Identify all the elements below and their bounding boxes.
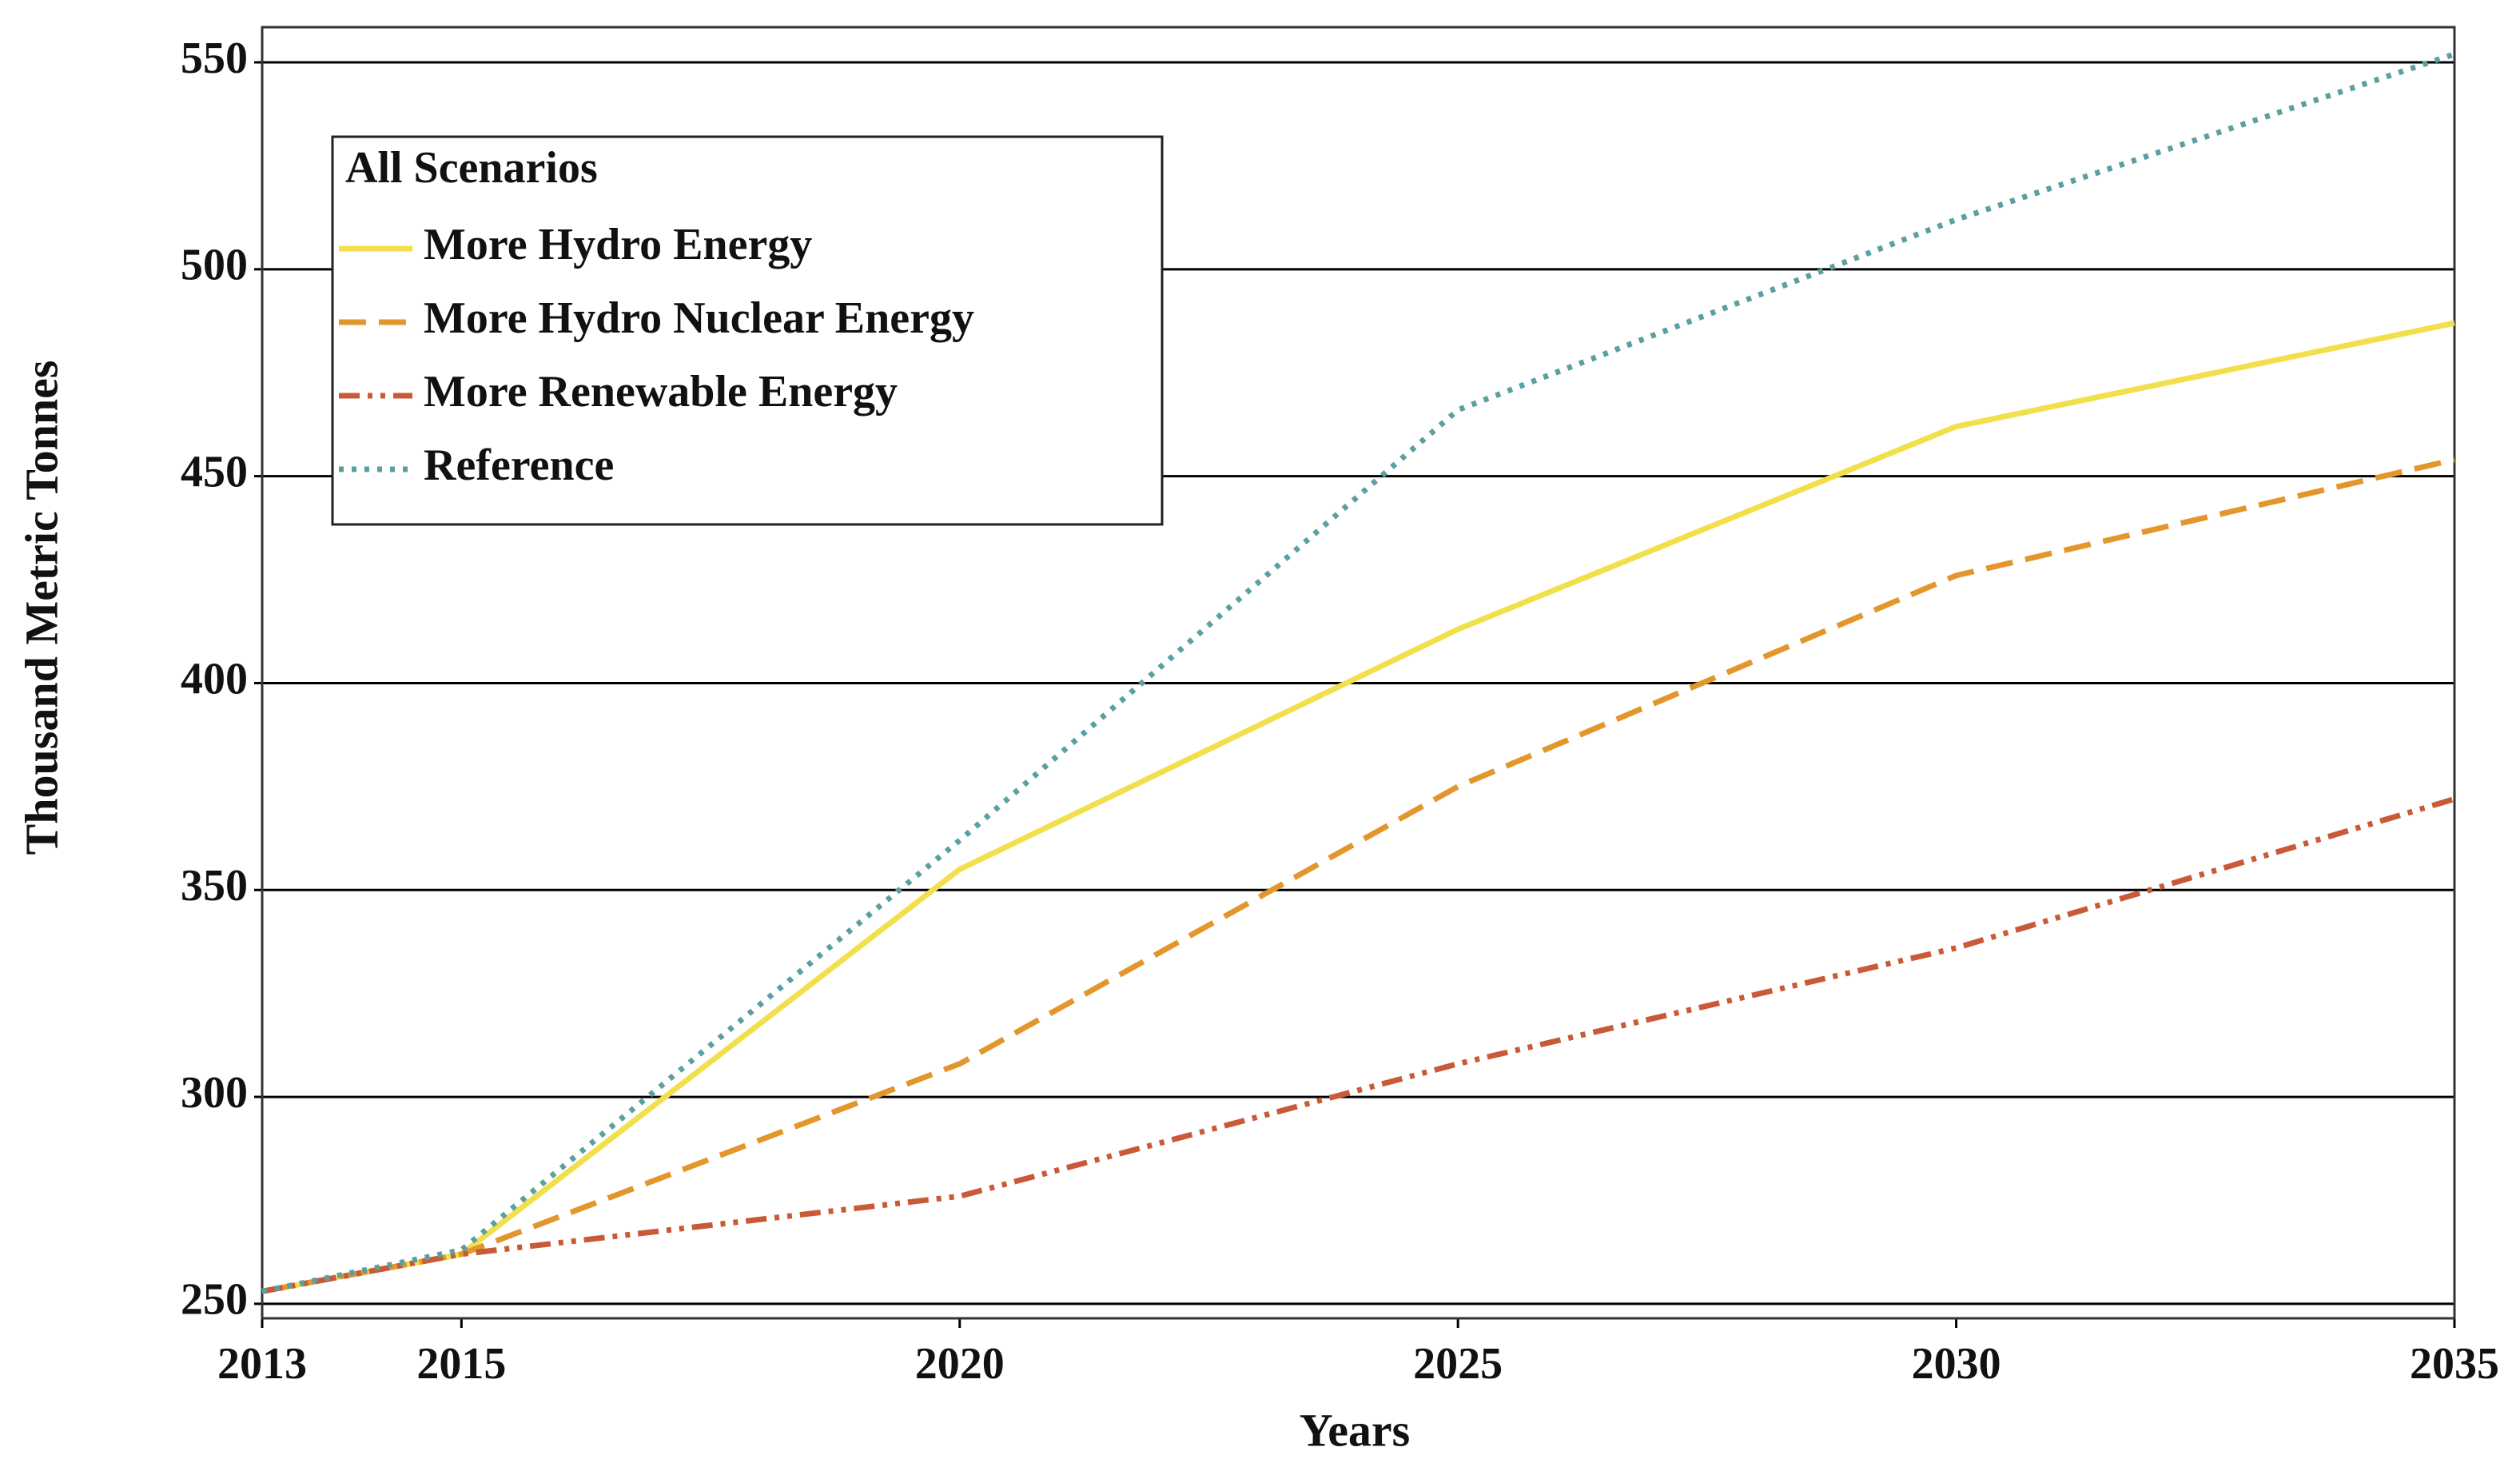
series-line	[261, 456, 2455, 1294]
y-tick-label: 400	[181, 654, 248, 704]
x-axis-label: Years	[1300, 1404, 1411, 1456]
x-tick-label: 2013	[217, 1339, 307, 1389]
y-axis-label: Thousand Metric Tonnes	[15, 361, 67, 855]
x-tick-label: 2025	[1413, 1339, 1503, 1389]
legend-label: More Hydro Nuclear Energy	[424, 293, 974, 343]
legend-box	[331, 135, 1164, 526]
plot-frame	[261, 26, 2456, 1320]
x-tick-label: 2015	[416, 1339, 506, 1389]
x-tick-label: 2035	[2410, 1339, 2499, 1389]
x-tick-label: 2020	[915, 1339, 1005, 1389]
y-tick-label: 500	[181, 241, 248, 290]
legend-label: More Hydro Energy	[424, 220, 812, 269]
y-tick-label: 250	[181, 1275, 248, 1325]
series-line	[261, 796, 2456, 1294]
y-tick-label: 350	[181, 861, 248, 911]
y-tick-label: 300	[181, 1068, 248, 1118]
legend-label: More Renewable Energy	[424, 367, 898, 417]
x-tick-label: 2030	[1912, 1339, 2001, 1389]
legend-title: All Scenarios	[345, 143, 598, 193]
legend-label: Reference	[424, 441, 614, 490]
legend: All Scenarios More Hydro Energy More Hydro…	[331, 135, 1164, 526]
y-tick-label: 550	[181, 34, 248, 83]
series-line	[261, 51, 2456, 1294]
y-tick-label: 450	[181, 447, 248, 496]
